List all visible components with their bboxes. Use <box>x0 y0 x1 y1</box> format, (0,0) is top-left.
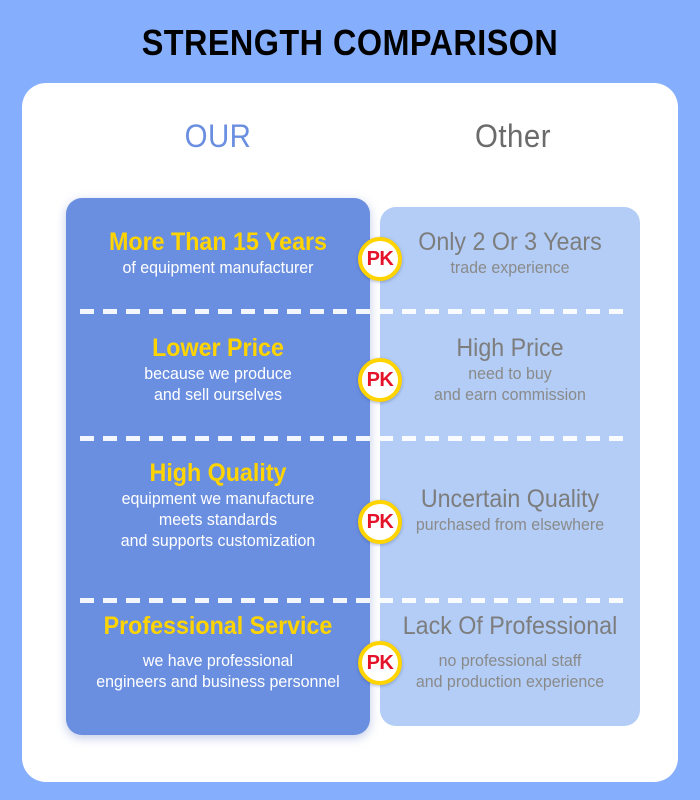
row-other-line: purchased from elsewhere <box>415 514 605 534</box>
row-our-line: we have professional <box>142 650 294 670</box>
pk-badge-label: PK <box>366 248 394 270</box>
pk-badge: PK <box>358 358 402 402</box>
other-panel <box>380 207 640 726</box>
pk-badge-label: PK <box>366 369 394 391</box>
row-our-cell: Lower Price because we produce and sell … <box>66 334 370 405</box>
row-other-cell: Uncertain Quality purchased from elsewhe… <box>380 459 640 535</box>
row-other-headline: Lack Of Professional <box>402 612 618 640</box>
row-other-cell: High Price need to buy and earn commissi… <box>380 334 640 405</box>
row-our-line: equipment we manufacture <box>121 488 315 508</box>
row-our-cell: Professional Service we have professiona… <box>66 612 370 692</box>
row-other-line: need to buy <box>468 363 552 383</box>
row-divider <box>80 309 626 314</box>
row-other-cell: Only 2 Or 3 Years trade experience <box>380 228 640 278</box>
page-title: STRENGTH COMPARISON <box>141 22 559 63</box>
row-our-line: engineers and business personnel <box>96 671 340 691</box>
pk-badge: PK <box>358 500 402 544</box>
row-other-line: no professional staff <box>438 650 582 670</box>
row-other-line: and earn commission <box>434 384 586 404</box>
row-other-headline: Uncertain Quality <box>420 485 600 513</box>
our-panel <box>66 198 370 735</box>
column-header-other: Other <box>475 118 551 154</box>
row-our-cell: More Than 15 Years of equipment manufact… <box>66 228 370 278</box>
row-our-headline: High Quality <box>149 459 287 487</box>
row-our-line: meets standards <box>158 509 278 529</box>
row-our-cell: High Quality equipment we manufacture me… <box>66 459 370 551</box>
row-divider <box>80 598 626 603</box>
pk-badge: PK <box>358 641 402 685</box>
row-our-line: because we produce <box>144 363 292 383</box>
column-header-our: OUR <box>184 118 252 154</box>
row-our-line: and sell ourselves <box>154 384 282 404</box>
row-other-headline: Only 2 Or 3 Years <box>418 228 602 256</box>
pk-badge: PK <box>358 237 402 281</box>
row-other-line: trade experience <box>450 257 570 277</box>
row-other-headline: High Price <box>456 334 564 362</box>
pk-badge-label: PK <box>366 511 394 533</box>
row-our-headline: Professional Service <box>103 612 333 640</box>
row-our-line: of equipment manufacturer <box>122 257 314 277</box>
row-other-cell: Lack Of Professional no professional sta… <box>380 612 640 692</box>
pk-badge-label: PK <box>366 652 394 674</box>
row-our-line: and supports customization <box>120 531 316 550</box>
row-our-headline: Lower Price <box>152 334 284 362</box>
row-our-headline: More Than 15 Years <box>109 228 327 256</box>
row-other-line: and production experience <box>415 671 605 691</box>
row-divider <box>80 436 626 441</box>
